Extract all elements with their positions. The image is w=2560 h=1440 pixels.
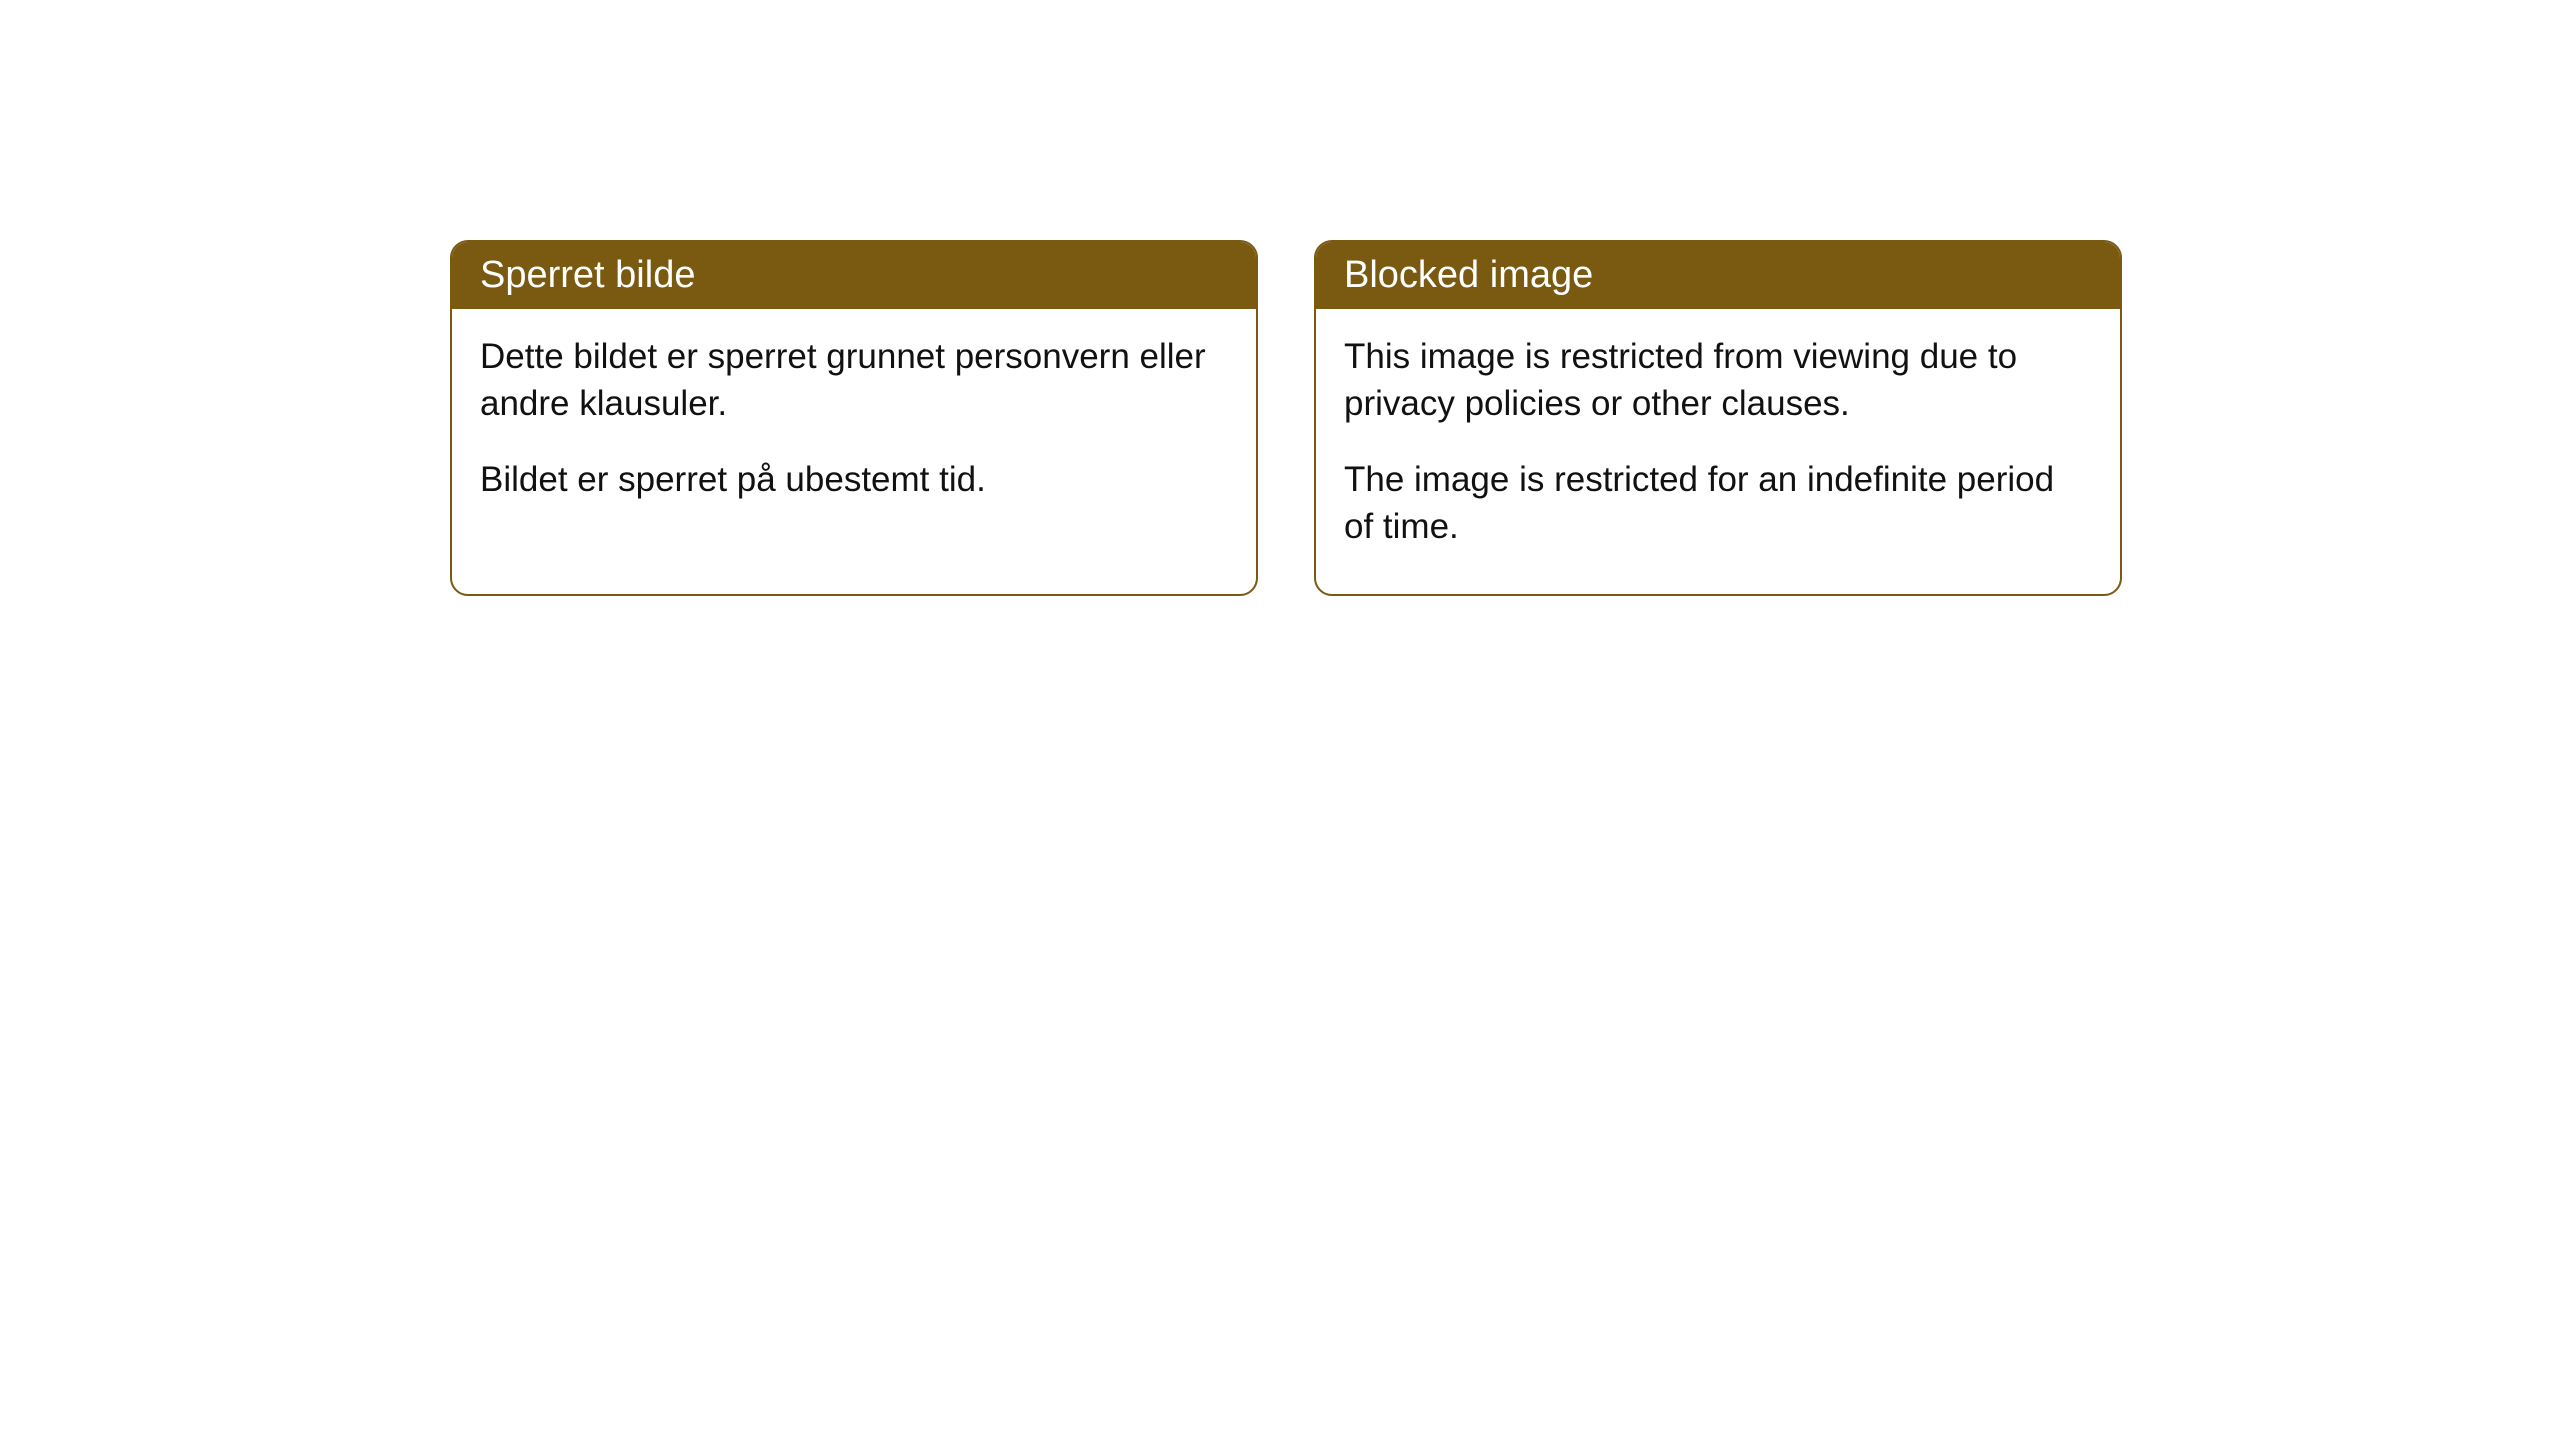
card-body: Dette bildet er sperret grunnet personve…: [452, 309, 1256, 547]
card-body-paragraph: Dette bildet er sperret grunnet personve…: [480, 333, 1228, 428]
card-body-paragraph: Bildet er sperret på ubestemt tid.: [480, 456, 1228, 503]
card-header: Sperret bilde: [452, 242, 1256, 309]
card-title: Blocked image: [1344, 254, 1593, 296]
card-header: Blocked image: [1316, 242, 2120, 309]
card-body: This image is restricted from viewing du…: [1316, 309, 2120, 594]
card-title: Sperret bilde: [480, 254, 695, 296]
card-body-paragraph: This image is restricted from viewing du…: [1344, 333, 2092, 428]
card-body-paragraph: The image is restricted for an indefinit…: [1344, 456, 2092, 551]
card-blocked-image-en: Blocked image This image is restricted f…: [1314, 240, 2122, 596]
cards-container: Sperret bilde Dette bildet er sperret gr…: [450, 240, 2122, 596]
card-blocked-image-no: Sperret bilde Dette bildet er sperret gr…: [450, 240, 1258, 596]
